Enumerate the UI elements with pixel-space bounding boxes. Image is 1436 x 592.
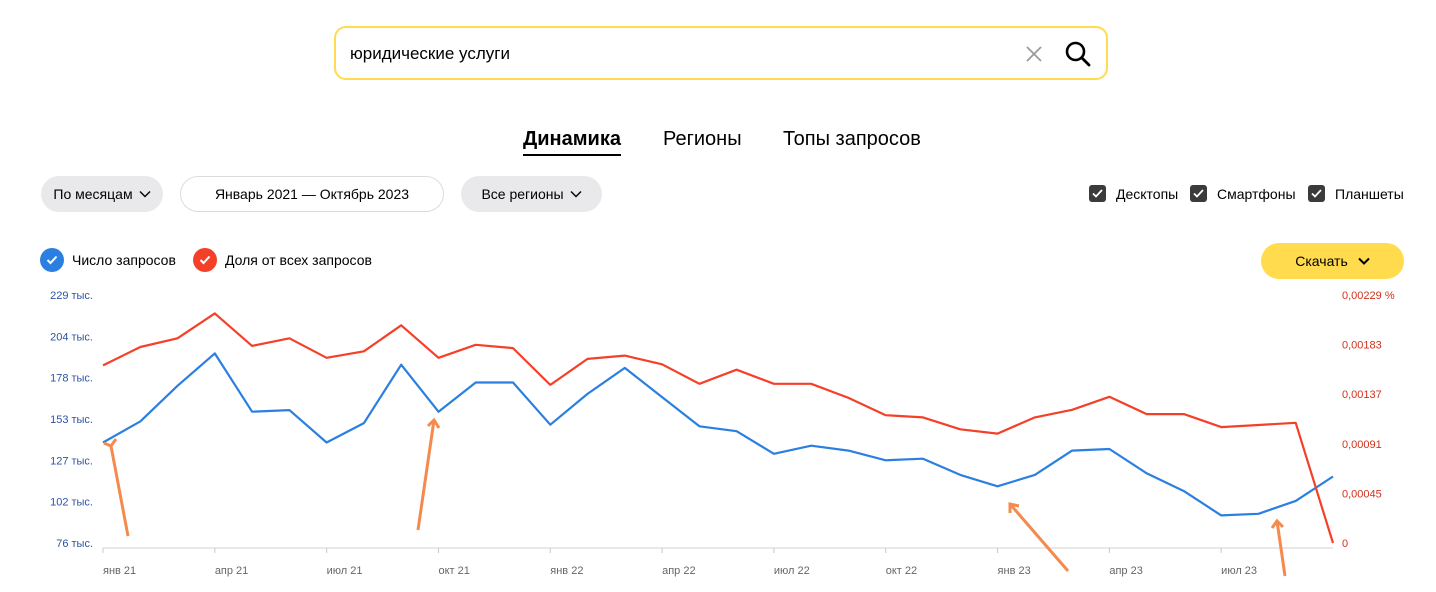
tab-regions[interactable]: Регионы	[663, 128, 742, 150]
region-dropdown[interactable]: Все регионы	[461, 176, 602, 212]
line-chart: 229 тыс. 204 тыс. 178 тыс. 153 тыс. 127 тыс.…	[50, 290, 1395, 577]
checkbox-tablets[interactable]: Планшеты	[1308, 185, 1404, 202]
x-tick-label: июл 23	[1221, 565, 1257, 577]
download-label: Скачать	[1295, 253, 1348, 269]
legend-label: Доля от всех запросов	[225, 252, 372, 268]
search-input[interactable]: юридические услуги	[350, 44, 510, 63]
annotation-arrow	[1270, 518, 1285, 529]
y-tick-label-left: 178 тыс.	[50, 373, 93, 385]
region-label: Все регионы	[481, 186, 564, 202]
chevron-down-icon	[139, 191, 151, 198]
tab-top-queries[interactable]: Топы запросов	[783, 128, 921, 150]
download-button[interactable]: Скачать	[1261, 243, 1404, 279]
x-tick-label: апр 23	[1109, 565, 1142, 577]
legend-queries-count[interactable]: Число запросов	[40, 248, 176, 272]
period-type-dropdown[interactable]: По месяцам	[41, 176, 163, 212]
annotation-arrow	[1275, 520, 1287, 577]
series-line-queries	[102, 352, 1334, 517]
x-tick-label: окт 22	[886, 565, 917, 577]
y-tick-label-left: 102 тыс.	[50, 497, 93, 509]
y-tick-label-right: 0,00091	[1342, 439, 1382, 451]
checkbox-desktops[interactable]: Десктопы	[1089, 185, 1178, 202]
checkbox-checked-icon	[1089, 185, 1106, 202]
y-tick-label-right: 0	[1342, 538, 1348, 550]
y-tick-label-left: 153 тыс.	[50, 414, 93, 426]
legend-check-icon	[40, 248, 64, 272]
x-tick-label: июл 21	[327, 565, 363, 577]
series-line-share	[102, 312, 1335, 544]
date-range-label: Январь 2021 — Октябрь 2023	[214, 186, 410, 202]
date-range-picker[interactable]: Январь 2021 — Октябрь 2023	[180, 176, 444, 212]
search-icon[interactable]	[1064, 40, 1092, 68]
legend-share[interactable]: Доля от всех запросов	[193, 248, 372, 272]
y-tick-label-left: 127 тыс.	[50, 455, 93, 467]
search-box[interactable]: юридические услуги	[334, 26, 1108, 80]
period-type-label: По месяцам	[53, 186, 133, 202]
annotation-arrow	[109, 445, 130, 537]
x-tick-label: апр 21	[215, 565, 248, 577]
x-tick-label: янв 21	[103, 565, 136, 577]
annotation-arrow	[416, 419, 436, 531]
legend-check-icon	[193, 248, 217, 272]
checkbox-label: Десктопы	[1116, 185, 1179, 202]
tab-dynamics[interactable]: Динамика	[523, 128, 621, 156]
checkbox-checked-icon	[1190, 185, 1207, 202]
y-tick-label-right: 0,00229 %	[1342, 290, 1395, 302]
arrow-annotations	[103, 417, 1287, 577]
x-tick-label: янв 23	[998, 565, 1031, 577]
clear-icon[interactable]	[1022, 42, 1046, 66]
annotation-arrow	[1008, 502, 1020, 513]
y-tick-label-right: 0,00045	[1342, 488, 1382, 500]
x-tick-label: апр 22	[662, 565, 695, 577]
chevron-down-icon	[1358, 257, 1370, 265]
x-tick-label: июл 22	[774, 565, 810, 577]
annotation-arrow	[1008, 503, 1070, 572]
y-tick-label-left: 204 тыс.	[50, 331, 93, 343]
checkbox-label: Планшеты	[1335, 185, 1404, 202]
annotation-arrowhead	[103, 438, 118, 448]
y-tick-label-right: 0,00137	[1342, 389, 1382, 401]
x-tick-label: янв 22	[550, 565, 583, 577]
chevron-down-icon	[570, 191, 582, 198]
y-tick-label-left: 76 тыс.	[56, 538, 93, 550]
x-tick-label: окт 21	[438, 565, 469, 577]
checkbox-smartphones[interactable]: Смартфоны	[1190, 185, 1296, 202]
y-tick-label-left: 229 тыс.	[50, 290, 93, 302]
checkbox-label: Смартфоны	[1217, 185, 1296, 202]
legend-label: Число запросов	[72, 252, 176, 268]
annotation-arrow	[426, 417, 441, 429]
checkbox-checked-icon	[1308, 185, 1325, 202]
tabs: Динамика Регионы Топы запросов	[0, 128, 1436, 158]
y-tick-label-right: 0,00183	[1342, 340, 1382, 352]
